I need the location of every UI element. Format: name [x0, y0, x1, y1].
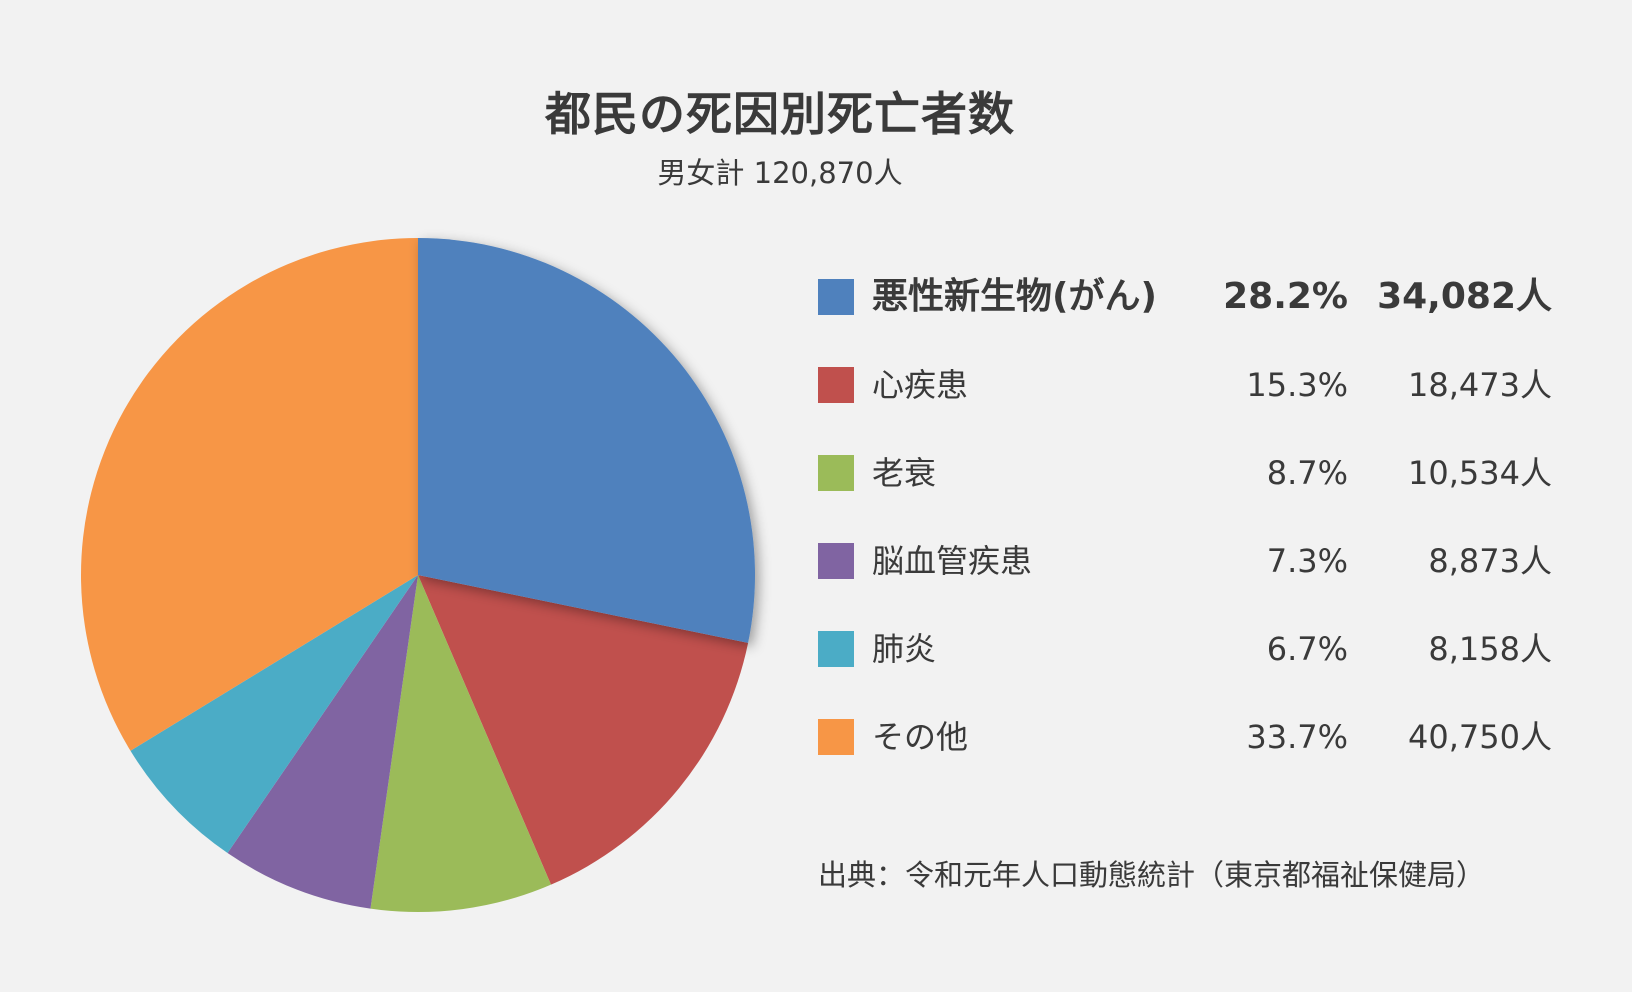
legend-item-cancer: 悪性新生物(がん) 28.2% 34,082人	[818, 277, 1552, 317]
legend-item-senility: 老衰 8.7% 10,534人	[818, 453, 1552, 493]
legend-swatch	[818, 455, 854, 491]
legend-item-cerebrovascular: 脳血管疾患 7.3% 8,873人	[818, 541, 1552, 581]
legend-item-heart-disease: 心疾患 15.3% 18,473人	[818, 365, 1552, 405]
legend-swatch	[818, 367, 854, 403]
legend-swatch	[818, 279, 854, 315]
legend-percent: 33.7%	[1246, 718, 1348, 756]
pie-slice-heart-disease	[418, 575, 749, 885]
legend-label: 脳血管疾患	[872, 542, 1033, 580]
chart-subtitle: 男女計 120,870人	[657, 156, 903, 190]
legend-percent: 15.3%	[1246, 366, 1348, 404]
legend-count: 34,082人	[1377, 276, 1552, 317]
legend-item-pneumonia: 肺炎 6.7% 8,158人	[818, 629, 1552, 669]
legend-count: 8,873人	[1428, 542, 1552, 580]
pie-chart	[81, 238, 755, 912]
pie-slice-other	[81, 238, 418, 751]
pie-slice-pneumonia	[130, 575, 418, 854]
chart-title: 都民の死因別死亡者数	[545, 87, 1015, 141]
source-note: 出典：令和元年人口動態統計（東京都福祉保健局）	[818, 858, 1486, 892]
legend-count: 40,750人	[1408, 718, 1552, 756]
legend-percent: 6.7%	[1266, 630, 1348, 668]
pie-slice-senility	[370, 575, 551, 912]
legend-percent: 7.3%	[1266, 542, 1348, 580]
legend-label: その他	[872, 718, 969, 756]
legend-label: 老衰	[872, 454, 937, 492]
legend-percent: 8.7%	[1266, 454, 1348, 492]
pie-slice-cancer	[418, 238, 755, 643]
legend-count: 18,473人	[1408, 366, 1552, 404]
legend-label: 心疾患	[872, 366, 969, 404]
legend-item-other: その他 33.7% 40,750人	[818, 717, 1552, 757]
legend-swatch	[818, 543, 854, 579]
legend-label: 悪性新生物(がん)	[872, 276, 1157, 317]
legend-percent: 28.2%	[1223, 276, 1348, 317]
legend-swatch	[818, 631, 854, 667]
legend-count: 8,158人	[1428, 630, 1552, 668]
legend-count: 10,534人	[1408, 454, 1552, 492]
pie-slice-cerebrovascular	[227, 575, 418, 909]
legend-swatch	[818, 719, 854, 755]
legend-label: 肺炎	[872, 630, 937, 668]
